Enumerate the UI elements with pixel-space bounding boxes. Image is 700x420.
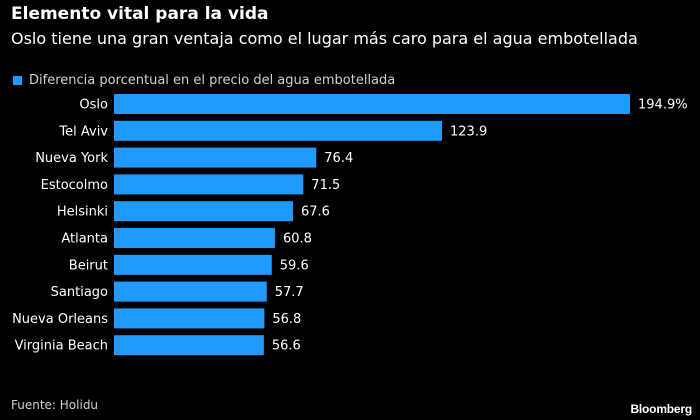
- category-label-oslo: Oslo: [79, 98, 108, 113]
- value-label-estocolmo: 71.5: [311, 178, 340, 193]
- bar-beirut: [114, 254, 272, 275]
- value-label-tel-aviv: 123.9: [450, 124, 487, 139]
- chart-title: Elemento vital para la vida: [11, 4, 269, 24]
- value-label-virginia-beach: 56.6: [272, 339, 301, 354]
- category-label-nueva-orleans: Nueva Orleans: [12, 312, 108, 327]
- bar-estocolmo: [114, 174, 304, 195]
- value-label-santiago: 57.7: [275, 285, 304, 300]
- bar-nueva-york: [114, 147, 317, 168]
- category-label-nueva-york: Nueva York: [35, 151, 108, 166]
- chart-subtitle: Oslo tiene una gran ventaja como el luga…: [11, 29, 638, 48]
- category-label-tel-aviv: Tel Aviv: [58, 124, 108, 139]
- source-note: Fuente: Holidu: [11, 398, 99, 412]
- bloomberg-logo: Bloomberg: [630, 402, 692, 416]
- legend: Diferencia porcentual en el precio del a…: [13, 73, 395, 88]
- category-label-atlanta: Atlanta: [61, 232, 108, 247]
- value-label-nueva-york: 76.4: [324, 151, 353, 166]
- bar-atlanta: [114, 228, 275, 248]
- bar-nueva-orleans: [114, 308, 265, 329]
- category-label-virginia-beach: Virginia Beach: [15, 339, 108, 354]
- category-label-estocolmo: Estocolmo: [41, 178, 108, 193]
- bar-santiago: [114, 281, 267, 302]
- bar-oslo: [114, 94, 630, 114]
- value-label-nueva-orleans: 56.8: [272, 312, 301, 327]
- category-label-helsinki: Helsinki: [57, 205, 108, 220]
- bar-helsinki: [114, 201, 293, 222]
- legend-swatch: [13, 76, 22, 85]
- legend-label: Diferencia porcentual en el precio del a…: [29, 73, 396, 88]
- value-label-beirut: 59.6: [280, 258, 309, 273]
- category-label-santiago: Santiago: [51, 285, 108, 300]
- bar-tel-aviv: [114, 120, 443, 141]
- value-label-atlanta: 60.8: [283, 232, 312, 247]
- bar-virginia-beach: [114, 335, 264, 356]
- value-label-oslo: 194.9%: [638, 98, 688, 113]
- bar-chart: Oslo 194.9% Tel Aviv 123.9 Nueva York 76.4 Est…: [12, 94, 688, 356]
- category-label-beirut: Beirut: [69, 258, 108, 273]
- value-label-helsinki: 67.6: [301, 205, 330, 220]
